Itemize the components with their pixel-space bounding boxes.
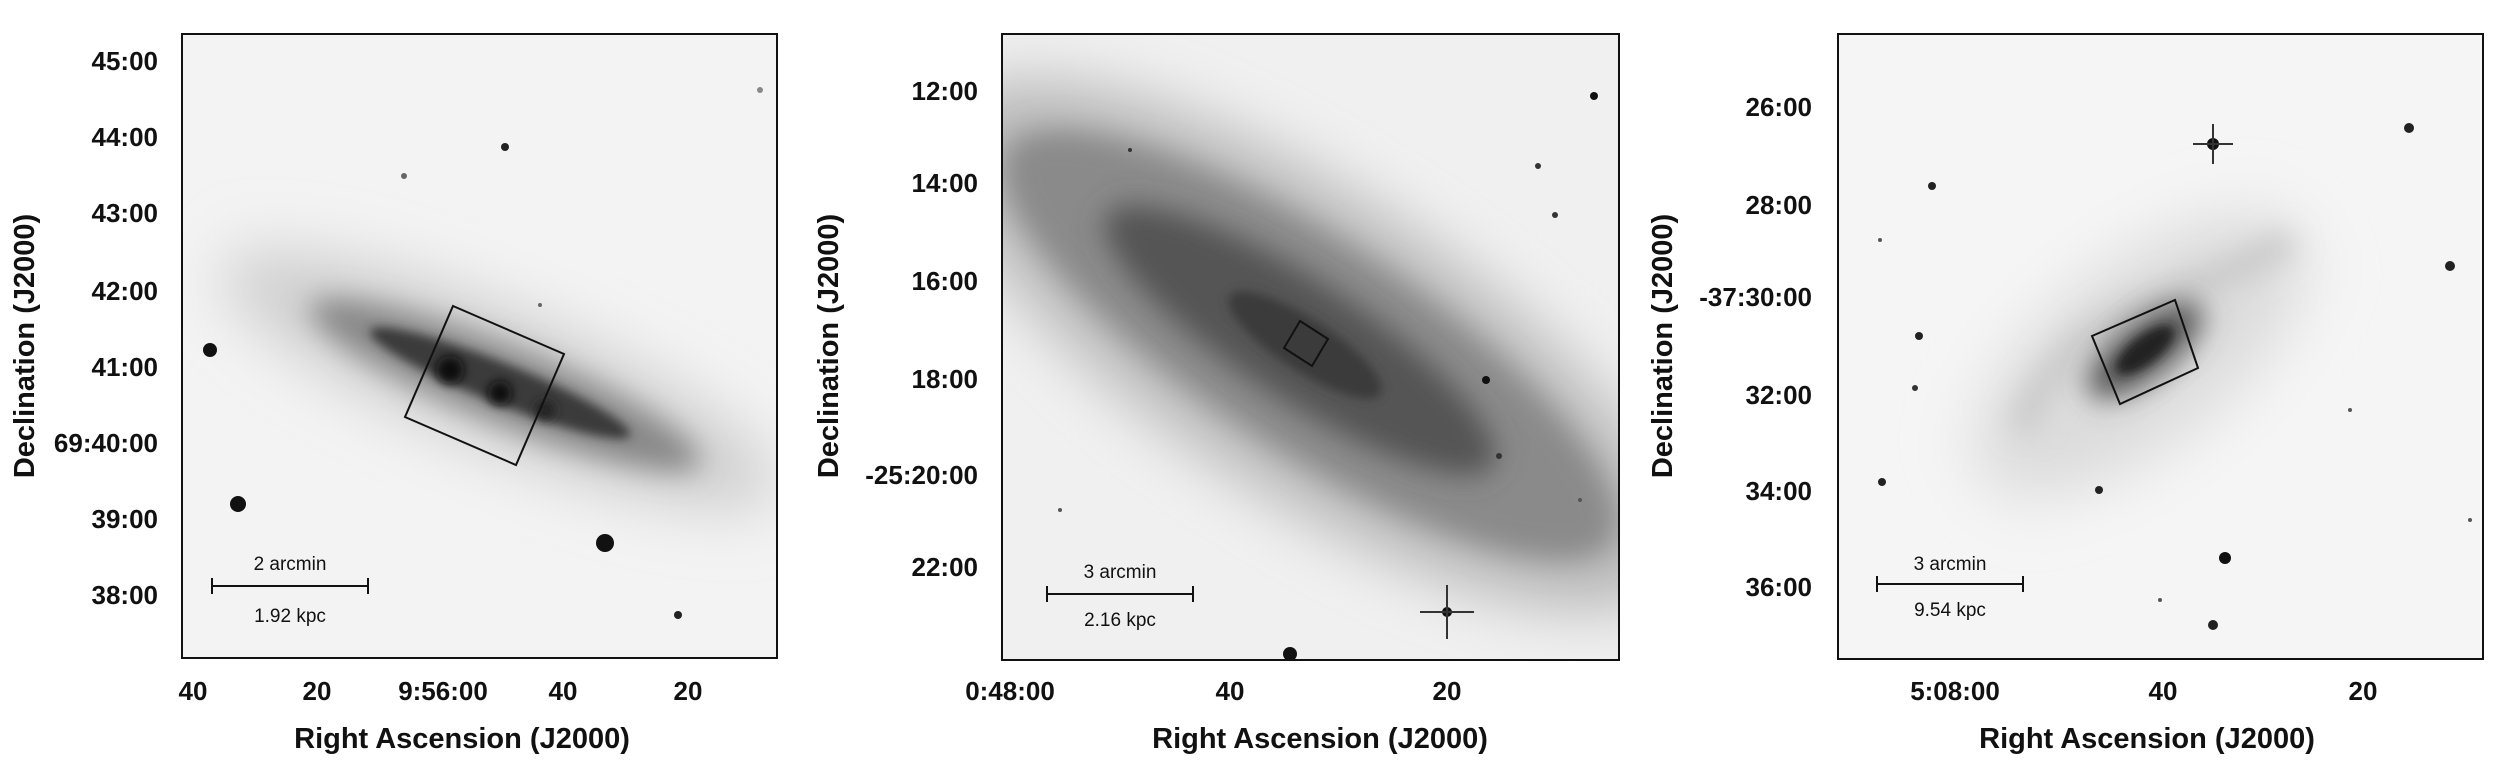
panel-2-y-tick: 12:00 (912, 76, 979, 106)
panel-1-x-tick: 9:56:00 (398, 676, 488, 706)
panel-2: 3 arcmin 2.16 kpc 12:00 14:00 16:00 18:0… (813, 33, 1620, 755)
panel-3-y-tick: 28:00 (1746, 190, 1813, 220)
panel-2-frame (1001, 33, 1620, 661)
panel-2-y-tick: 22:00 (912, 552, 979, 582)
panel-3-scalebar-angle: 3 arcmin (1914, 554, 1987, 575)
panel-2-x-axis-title: Right Ascension (J2000) (1152, 723, 1488, 755)
panel-3-x-tick: 20 (2349, 676, 2378, 706)
panel-2-field-box (1282, 319, 1330, 368)
panel-1-x-tick: 20 (674, 676, 703, 706)
panel-2-x-tick: 0:48:00 (965, 676, 1055, 706)
panel-2-x-tick: 40 (1216, 676, 1245, 706)
panel-3-x-tick: 40 (2149, 676, 2178, 706)
panel-1-scalebar: 2 arcmin 1.92 kpc (211, 554, 369, 627)
panel-1-y-tick: 43:00 (92, 198, 159, 228)
panel-2-x-tick: 20 (1433, 676, 1462, 706)
panel-3-x-axis-title: Right Ascension (J2000) (1979, 723, 2315, 755)
panel-3-scalebar: 3 arcmin 9.54 kpc (1876, 554, 2024, 621)
panel-2-y-tick: 14:00 (912, 168, 979, 198)
panel-3-x-ticks: 5:08:00 40 20 (1910, 676, 2377, 706)
panel-2-y-tick: 16:00 (912, 266, 979, 296)
panel-3-field-box (2090, 298, 2200, 406)
panel-3-frame (1837, 33, 2484, 660)
panel-3-scalebar-distance: 9.54 kpc (1914, 600, 1986, 621)
panel-1-y-tick: 42:00 (92, 276, 159, 306)
panel-1-x-ticks: 40 20 9:56:00 40 20 (179, 676, 703, 706)
panel-3-y-tick: 26:00 (1746, 92, 1813, 122)
panel-2-galaxy-image (1002, 79, 1619, 660)
panel-2-y-ticks: 12:00 14:00 16:00 18:00 -25:20:00 22:00 (865, 76, 978, 582)
panel-3-x-tick: 5:08:00 (1910, 676, 2000, 706)
panel-2-y-tick: 18:00 (912, 364, 979, 394)
panel-2-x-ticks: 0:48:00 40 20 (965, 676, 1461, 706)
panel-2-scalebar: 3 arcmin 2.16 kpc (1046, 562, 1194, 631)
panel-1-galaxy-image (203, 87, 777, 619)
panel-2-y-tick: -25:20:00 (865, 460, 978, 490)
panel-1-frame (181, 33, 778, 659)
panel-1-y-tick: 44:00 (92, 122, 159, 152)
panel-1-scalebar-angle: 2 arcmin (254, 554, 327, 575)
panel-1-y-ticks: 45:00 44:00 43:00 42:00 41:00 69:40:00 3… (54, 46, 158, 610)
panel-1-y-tick: 38:00 (92, 580, 159, 610)
panel-1-scalebar-distance: 1.92 kpc (254, 606, 326, 627)
panel-1-y-axis-title: Declination (J2000) (9, 214, 41, 478)
panel-3-y-axis-title: Declination (J2000) (1647, 214, 1679, 478)
panel-1-x-tick: 40 (179, 676, 208, 706)
panel-3: 3 arcmin 9.54 kpc 26:00 28:00 -37:30:00 … (1647, 33, 2484, 755)
panel-3-y-tick: 32:00 (1746, 380, 1813, 410)
panel-2-y-axis-title: Declination (J2000) (813, 214, 845, 478)
panel-2-scalebar-angle: 3 arcmin (1084, 562, 1157, 583)
panel-1-x-axis-title: Right Ascension (J2000) (294, 723, 630, 755)
panel-1-y-tick: 39:00 (92, 504, 159, 534)
panel-1: 2 arcmin 1.92 kpc 45:00 44:00 43:00 42:0… (9, 33, 778, 755)
panel-3-y-ticks: 26:00 28:00 -37:30:00 32:00 34:00 36:00 (1699, 92, 1812, 602)
panel-2-scalebar-distance: 2.16 kpc (1084, 610, 1156, 631)
panel-1-y-tick: 69:40:00 (54, 428, 158, 458)
panel-3-galaxy-image (1878, 123, 2472, 630)
panel-3-y-tick: 34:00 (1746, 476, 1813, 506)
panel-3-y-tick: 36:00 (1746, 572, 1813, 602)
panel-1-x-tick: 40 (549, 676, 578, 706)
panel-3-y-tick: -37:30:00 (1699, 282, 1812, 312)
panel-1-field-box (403, 304, 566, 467)
panel-1-x-tick: 20 (303, 676, 332, 706)
panel-1-y-tick: 41:00 (92, 352, 159, 382)
panel-1-y-tick: 45:00 (92, 46, 159, 76)
